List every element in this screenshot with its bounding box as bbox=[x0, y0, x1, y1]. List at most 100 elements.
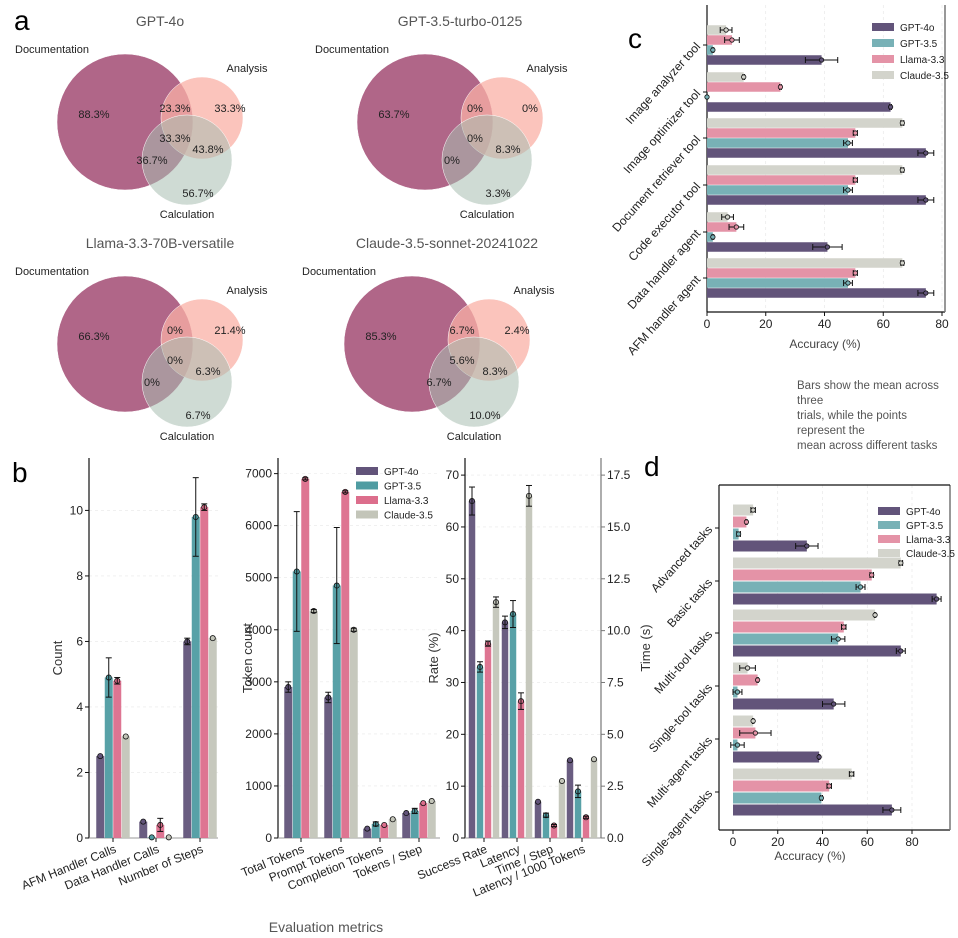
data-point-gpt-4o bbox=[898, 648, 904, 654]
data-point-llama-3.3 bbox=[752, 730, 758, 736]
bar-llama-3.3 bbox=[517, 701, 525, 838]
bar-llama-3.3 bbox=[707, 35, 732, 45]
y-tick-label: 0 bbox=[76, 831, 83, 845]
data-point-claude-3.5 bbox=[165, 834, 172, 841]
y-tick-label: 4 bbox=[76, 700, 83, 714]
bar-gpt-3.5 bbox=[707, 232, 713, 242]
data-point-gpt-4o bbox=[818, 57, 825, 63]
venn-region-label: 10.0% bbox=[469, 410, 500, 422]
bar-gpt-4o bbox=[468, 501, 476, 838]
bar-gpt-3.5 bbox=[410, 810, 419, 838]
data-point-claude-3.5 bbox=[899, 120, 905, 126]
y-tick-label: 6 bbox=[76, 634, 83, 648]
venn-region-label: 3.3% bbox=[485, 188, 510, 200]
bar-gpt-4o bbox=[733, 751, 820, 763]
y-tick-label: Code executor tool bbox=[625, 180, 703, 264]
x-axis-label-evaluation-metrics: Evaluation metrics bbox=[269, 919, 383, 935]
bar-gpt-3.5 bbox=[707, 138, 848, 148]
data-point-llama-3.3 bbox=[381, 821, 388, 828]
bar-llama-3.3 bbox=[550, 825, 558, 838]
venn-set-label: Analysis bbox=[514, 285, 555, 297]
y-tick-label-right: 7.5 bbox=[607, 675, 624, 689]
bar-claude-3.5 bbox=[388, 819, 397, 838]
data-point-gpt-3.5 bbox=[734, 689, 741, 695]
venn-set-label: Analysis bbox=[527, 63, 568, 75]
bar-claude-3.5 bbox=[590, 759, 598, 838]
data-point-claude-3.5 bbox=[744, 665, 751, 671]
data-point-gpt-4o bbox=[934, 596, 940, 602]
venn-region-label: 85.3% bbox=[365, 331, 396, 343]
bar-gpt-4o bbox=[707, 288, 926, 298]
legend-swatch-gpt-4o bbox=[872, 23, 894, 31]
data-point-claude-3.5 bbox=[848, 771, 855, 777]
data-point-claude-3.5 bbox=[591, 756, 598, 763]
venn-region-label: 5.6% bbox=[449, 355, 474, 367]
y-tick-label: Data handler agent bbox=[625, 226, 704, 312]
y-tick-label-right: 0.0 bbox=[607, 831, 624, 845]
data-point-gpt-4o bbox=[923, 197, 929, 203]
y-axis-label: Count bbox=[50, 640, 65, 675]
bar-gpt-4o bbox=[501, 622, 509, 838]
x-tick-label: 20 bbox=[759, 317, 773, 331]
bar-gpt-4o bbox=[707, 242, 828, 252]
bar-claude-3.5 bbox=[349, 629, 358, 838]
legend-swatch-claude-3.5 bbox=[872, 71, 894, 79]
data-point-gpt-4o bbox=[535, 798, 542, 805]
data-point-claude-3.5 bbox=[750, 507, 756, 513]
y-tick-label: 1000 bbox=[245, 779, 272, 793]
bar-llama-3.3 bbox=[484, 643, 492, 838]
x-tick-label: 0 bbox=[730, 835, 737, 849]
x-tick-label: 60 bbox=[877, 317, 891, 331]
data-point-gpt-3.5 bbox=[857, 584, 864, 590]
data-point-gpt-4o bbox=[887, 104, 894, 110]
venn-region-label: 33.3% bbox=[214, 103, 245, 115]
bar-claude-3.5 bbox=[707, 25, 727, 35]
bar-llama-3.3 bbox=[380, 824, 389, 838]
bar-llama-3.3 bbox=[419, 803, 428, 838]
y-tick-label: 2000 bbox=[245, 727, 272, 741]
legend-label-gpt-3.5: GPT-3.5 bbox=[384, 482, 422, 493]
legend-label-gpt-4o: GPT-4o bbox=[906, 507, 941, 518]
bar-llama-3.3 bbox=[200, 507, 209, 838]
bar-gpt-4o bbox=[733, 593, 937, 605]
bar-gpt-4o bbox=[402, 813, 411, 838]
legend-swatch-gpt-4o bbox=[356, 467, 378, 475]
bar-gpt-4o bbox=[733, 540, 807, 552]
venn-set-label: Analysis bbox=[227, 63, 268, 75]
venn-set-label: Calculation bbox=[160, 209, 214, 221]
bar-claude-3.5 bbox=[309, 611, 318, 838]
data-point-gpt-4o bbox=[923, 150, 929, 156]
y-tick-label: 8 bbox=[76, 569, 83, 583]
venn-circle-calculation bbox=[141, 336, 233, 428]
legend-label-gpt-3.5: GPT-3.5 bbox=[900, 39, 938, 50]
data-point-claude-3.5 bbox=[899, 167, 905, 173]
bar-gpt-3.5 bbox=[574, 791, 582, 838]
bar-gpt-4o bbox=[707, 55, 822, 65]
caption-line: mean across different tasks bbox=[797, 440, 938, 452]
legend-label-claude-3.5: Claude-3.5 bbox=[384, 511, 433, 522]
bar-gpt-3.5 bbox=[707, 278, 848, 288]
data-point-llama-3.3 bbox=[729, 37, 735, 43]
bar-gpt-4o bbox=[96, 756, 105, 838]
bar-llama-3.3 bbox=[733, 780, 830, 792]
bar-gpt-4o bbox=[324, 697, 333, 838]
y-tick-label: 50 bbox=[446, 572, 460, 586]
y-tick-label: Image optimizer tool bbox=[621, 87, 704, 177]
bar-claude-3.5 bbox=[121, 736, 130, 838]
data-point-claude-3.5 bbox=[389, 816, 396, 823]
bar-llama-3.3 bbox=[341, 491, 350, 838]
y-tick-label: 10 bbox=[70, 503, 84, 517]
data-point-llama-3.3 bbox=[869, 572, 875, 578]
bar-gpt-3.5 bbox=[707, 185, 848, 195]
bar-claude-3.5 bbox=[707, 118, 903, 128]
y-tick-label: 3000 bbox=[245, 675, 272, 689]
y-axis-label-right: Time (s) bbox=[638, 624, 653, 671]
venn-region-label: 0% bbox=[467, 103, 483, 115]
legend-swatch-gpt-3.5 bbox=[872, 39, 894, 47]
bar-llama-3.3 bbox=[733, 674, 758, 686]
bar-gpt-4o bbox=[284, 687, 293, 838]
venn-region-label: 0% bbox=[522, 103, 538, 115]
y-tick-label: 60 bbox=[446, 520, 460, 534]
data-point-gpt-4o bbox=[403, 810, 410, 817]
